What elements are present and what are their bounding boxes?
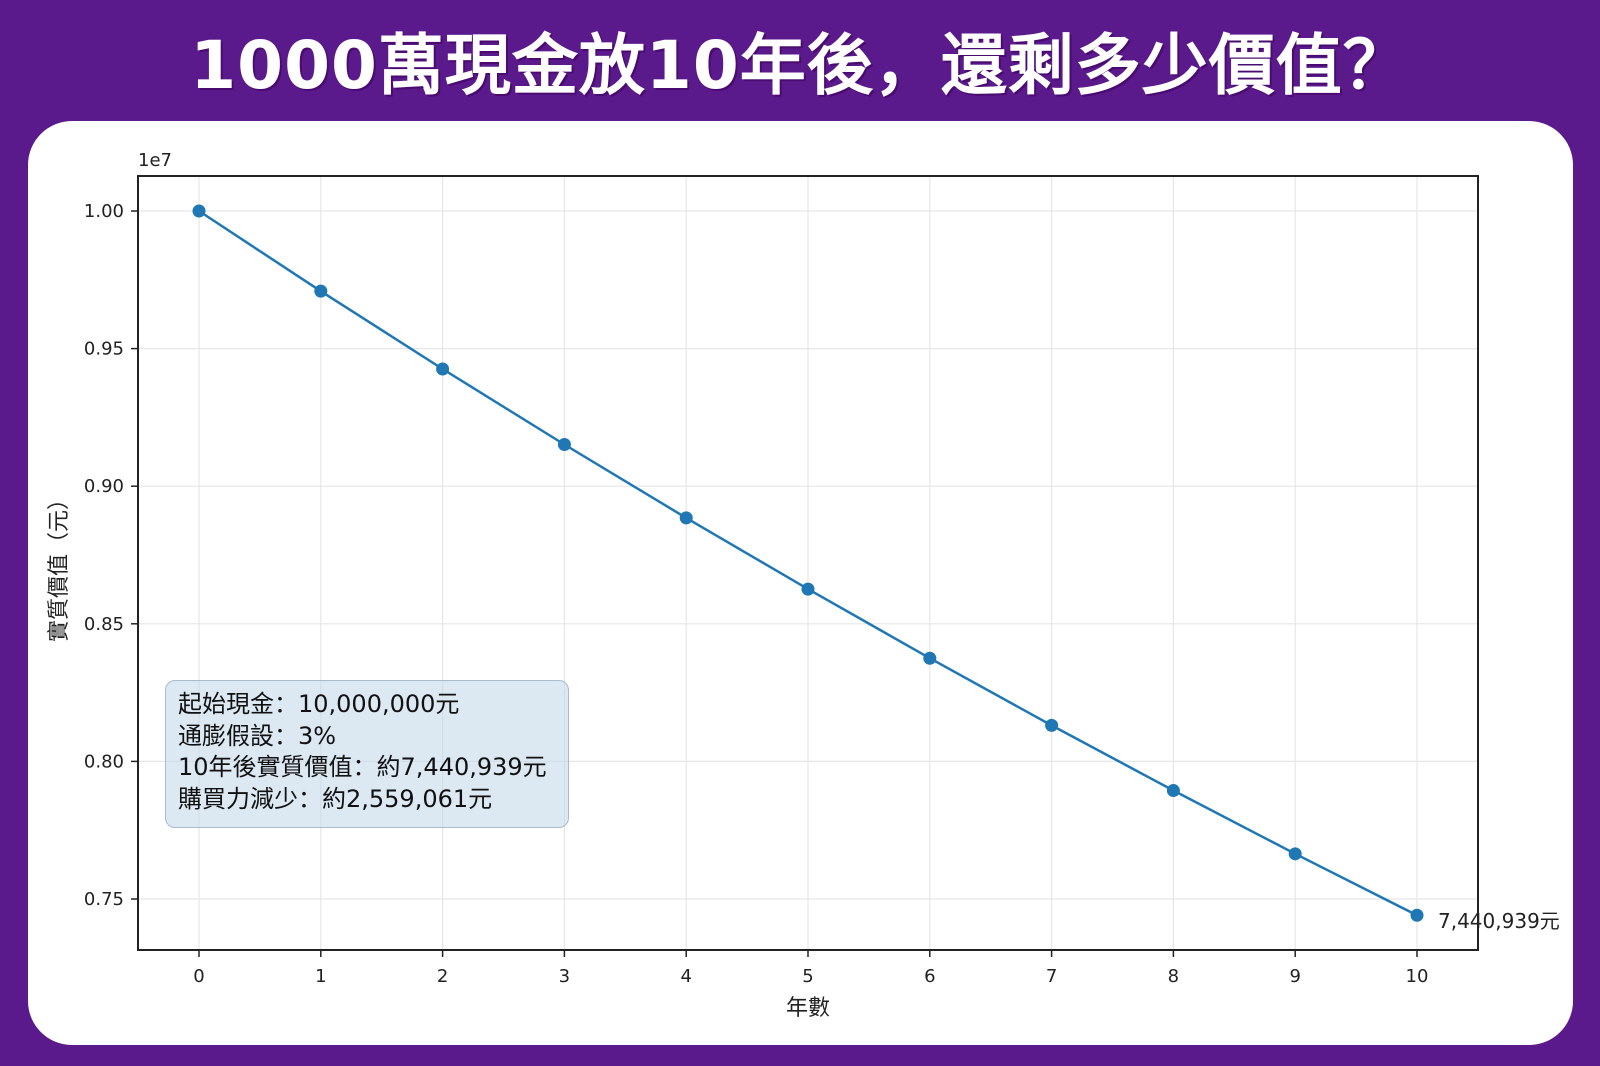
end-value-annotation: 7,440,939元 [1438, 909, 1560, 933]
data-point [1045, 718, 1059, 732]
summary-info-box: 起始現金：10,000,000元 通膨假設：3% 10年後實質價值：約7,440… [165, 680, 569, 828]
data-point [679, 511, 693, 525]
x-tick-label: 1 [315, 966, 326, 987]
x-axis-ticks: 0 1 2 3 4 5 6 7 8 9 10 [193, 950, 1428, 987]
data-point [1410, 908, 1424, 922]
data-point [923, 651, 937, 665]
y-axis-ticks: 1.00 0.95 0.90 0.85 0.80 0.75 [84, 201, 138, 910]
info-inflation: 通膨假設：3% [178, 721, 337, 750]
grid-lines [138, 176, 1478, 950]
y-tick-label: 1.00 [84, 201, 124, 222]
data-point [557, 438, 571, 452]
y-tick-label: 0.85 [84, 614, 124, 635]
data-point [801, 582, 815, 596]
x-axis-label: 年數 [786, 996, 830, 1021]
x-tick-label: 5 [802, 966, 813, 987]
y-axis-label: 實質價值（元） [47, 488, 72, 642]
data-point [192, 204, 206, 218]
x-tick-label: 7 [1046, 966, 1057, 987]
x-tick-label: 4 [680, 966, 691, 987]
data-point [1288, 847, 1302, 861]
chart-card [28, 121, 1573, 1045]
y-axis-offset-text: 1e7 [138, 150, 172, 171]
x-tick-label: 6 [924, 966, 935, 987]
info-purchasing-power-loss: 購買力減少：約2,559,061元 [178, 784, 493, 813]
info-real-value: 10年後實質價值：約7,440,939元 [178, 753, 547, 781]
data-point [1166, 784, 1180, 798]
x-tick-label: 2 [437, 966, 448, 987]
y-tick-label: 0.75 [84, 889, 124, 910]
page-title: 1000萬現金放10年後，還剩多少價值？ [190, 27, 1410, 104]
data-point [314, 284, 328, 298]
data-point-markers [192, 204, 1424, 922]
x-tick-label: 10 [1406, 966, 1429, 987]
info-start-cash: 起始現金：10,000,000元 [178, 690, 460, 718]
y-tick-label: 0.90 [84, 476, 124, 497]
x-tick-label: 0 [193, 966, 204, 987]
x-tick-label: 8 [1168, 966, 1179, 987]
x-tick-label: 3 [559, 966, 570, 987]
data-point [436, 362, 450, 376]
y-tick-label: 0.95 [84, 339, 124, 360]
x-tick-label: 9 [1289, 966, 1300, 987]
y-tick-label: 0.80 [84, 751, 124, 772]
